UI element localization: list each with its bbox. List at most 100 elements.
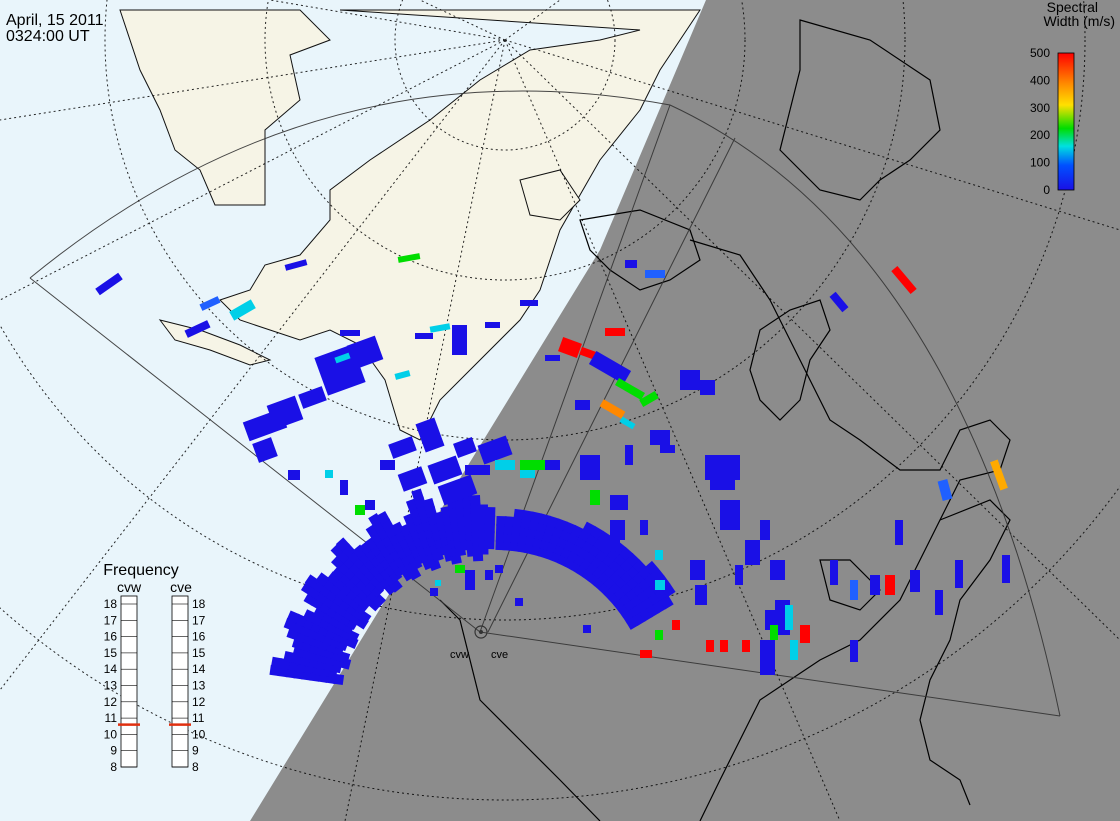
- echo-cell: [850, 640, 858, 662]
- echo-cell: [588, 351, 632, 384]
- echo-cell: [895, 520, 903, 545]
- echo-cell: [95, 272, 123, 296]
- echo-cell: [270, 656, 283, 669]
- echo-cell: [521, 510, 534, 522]
- colorbar-tick-label: 300: [1030, 101, 1050, 115]
- frequency-title: Frequency: [103, 562, 179, 579]
- echo-cell: [335, 537, 350, 552]
- echo-cell: [465, 465, 490, 475]
- echo-cell: [619, 416, 636, 430]
- echo-cell: [484, 514, 496, 526]
- echo-cell: [515, 598, 523, 606]
- echo-cell: [477, 435, 513, 465]
- frequency-tick-label: 15: [104, 646, 118, 660]
- frequency-tick-label: 8: [110, 760, 117, 774]
- frequency-tick-label: 15: [192, 646, 206, 660]
- site-label-cvw: cvw: [450, 649, 469, 661]
- echo-cell: [706, 640, 714, 652]
- frequency-tick-label: 12: [104, 695, 118, 709]
- echo-cell: [484, 538, 495, 550]
- echo-cell: [411, 488, 424, 502]
- echo-cell: [496, 515, 507, 527]
- echo-cell: [484, 530, 495, 542]
- site-label-cve: cve: [491, 649, 508, 661]
- frequency-tick-label: 12: [192, 695, 206, 709]
- echo-cell: [660, 445, 675, 453]
- echo-cell: [495, 460, 515, 470]
- echo-cell: [376, 511, 390, 525]
- echo-cell: [625, 260, 637, 268]
- echo-cell: [520, 300, 538, 306]
- echo-cell: [600, 540, 620, 550]
- echo-cell: [655, 550, 663, 560]
- echo-cell: [655, 630, 663, 640]
- frequency-tick-label: 16: [192, 630, 206, 644]
- echo-cell: [288, 470, 300, 480]
- echo-cell: [495, 523, 507, 535]
- colorbar-ticks: 500 400 300 200 100 0: [1030, 46, 1050, 197]
- night-terminator: [250, 0, 1120, 821]
- colorbar-gradient: [1057, 52, 1075, 191]
- time-text: 0324:00 UT: [6, 28, 90, 45]
- echo-cell: [640, 520, 648, 535]
- echo-cell: [850, 580, 858, 600]
- echo-cell: [388, 436, 417, 459]
- colorbar-tick-label: 0: [1043, 183, 1050, 197]
- echo-cell: [485, 506, 496, 518]
- echo-cell: [955, 560, 963, 588]
- frequency-tick-label: 18: [192, 597, 206, 611]
- echo-cell: [590, 490, 600, 505]
- frequency-tick-label: 16: [104, 630, 118, 644]
- echo-cell: [1002, 555, 1010, 583]
- echo-cell: [650, 430, 670, 445]
- colorbar: Spectral Width (m/s) 500 400 300 200 100 0: [1030, 0, 1115, 197]
- echo-cell: [720, 500, 740, 530]
- echo-cell: [885, 575, 895, 595]
- site-marker-ring: [474, 625, 488, 639]
- echo-cell: [640, 650, 652, 658]
- frequency-tick-label: 13: [104, 679, 118, 693]
- echo-cell: [661, 583, 676, 598]
- echo-cell: [659, 595, 674, 610]
- frequency-tick-label: 13: [192, 679, 206, 693]
- echo-cell: [437, 474, 478, 506]
- colorbar-tick-label: 100: [1030, 156, 1050, 170]
- echo-cell: [422, 497, 436, 511]
- echo-cell: [599, 399, 626, 419]
- echo-data-layer: [95, 253, 1010, 686]
- echo-cell: [484, 522, 495, 534]
- echo-cell: [760, 640, 775, 675]
- echo-cell: [615, 378, 645, 400]
- frequency-tick-label: 10: [192, 727, 206, 741]
- echo-cell: [513, 508, 525, 521]
- timestamp: April, 15 2011 0324:00 UT: [6, 12, 104, 45]
- echo-cell: [700, 380, 715, 395]
- colorbar-tick-label: 400: [1030, 73, 1050, 87]
- echo-cell: [720, 640, 728, 652]
- echo-cell: [304, 574, 319, 589]
- echo-cell: [610, 520, 625, 540]
- colorbar-tick-label: 500: [1030, 46, 1050, 60]
- echo-cell: [745, 540, 760, 565]
- frequency-tick-label: 9: [110, 744, 117, 758]
- echo-cell: [485, 570, 493, 580]
- frequency-tick-label: 14: [104, 662, 118, 676]
- frequency-label-cve: cve: [170, 579, 192, 595]
- echo-cell: [785, 605, 793, 630]
- echo-cell: [830, 560, 838, 585]
- echo-cell: [252, 437, 278, 463]
- echo-cell: [680, 370, 700, 390]
- echo-cell: [770, 625, 778, 640]
- echo-cell: [334, 352, 351, 364]
- echo-cell: [229, 299, 256, 321]
- echo-cell: [800, 625, 810, 643]
- frequency-panel: Frequency cvw cve 1817161514131211109818…: [103, 562, 205, 774]
- echo-cell: [465, 570, 475, 590]
- echo-cell: [910, 570, 920, 592]
- echo-cell: [605, 328, 625, 336]
- echo-cell: [365, 500, 375, 510]
- echo-cell: [625, 445, 633, 465]
- echo-cell: [346, 335, 384, 370]
